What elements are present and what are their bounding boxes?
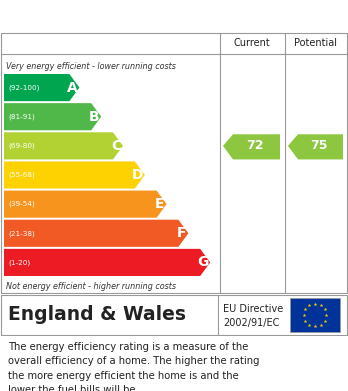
Bar [290, 298, 340, 332]
Polygon shape [4, 132, 123, 160]
Text: (21-38): (21-38) [8, 230, 35, 237]
Text: (55-68): (55-68) [8, 172, 35, 178]
Text: Energy Efficiency Rating: Energy Efficiency Rating [10, 9, 231, 23]
Text: E: E [155, 197, 164, 211]
Text: (81-91): (81-91) [8, 113, 35, 120]
Text: The energy efficiency rating is a measure of the
overall efficiency of a home. T: The energy efficiency rating is a measur… [8, 342, 260, 391]
Text: A: A [67, 81, 78, 95]
Text: 72: 72 [246, 139, 263, 152]
Text: Very energy efficient - lower running costs: Very energy efficient - lower running co… [6, 61, 176, 70]
Polygon shape [288, 134, 343, 160]
Polygon shape [4, 161, 145, 188]
Text: (39-54): (39-54) [8, 201, 35, 207]
Text: EU Directive: EU Directive [223, 304, 283, 314]
Text: England & Wales: England & Wales [8, 305, 186, 325]
Text: (1-20): (1-20) [8, 259, 30, 265]
Text: 75: 75 [310, 139, 327, 152]
Text: Not energy efficient - higher running costs: Not energy efficient - higher running co… [6, 282, 176, 291]
Text: F: F [177, 226, 186, 240]
Text: Current: Current [233, 38, 270, 48]
Polygon shape [4, 74, 79, 101]
Text: Potential: Potential [294, 38, 337, 48]
Polygon shape [4, 220, 188, 247]
Text: (69-80): (69-80) [8, 143, 35, 149]
Text: (92-100): (92-100) [8, 84, 39, 91]
Polygon shape [223, 134, 280, 160]
Text: D: D [132, 168, 143, 182]
Text: G: G [198, 255, 209, 269]
Text: 2002/91/EC: 2002/91/EC [223, 318, 279, 328]
Polygon shape [4, 190, 167, 218]
Polygon shape [4, 249, 210, 276]
Polygon shape [4, 103, 101, 130]
Text: B: B [89, 110, 100, 124]
Text: C: C [111, 139, 121, 153]
